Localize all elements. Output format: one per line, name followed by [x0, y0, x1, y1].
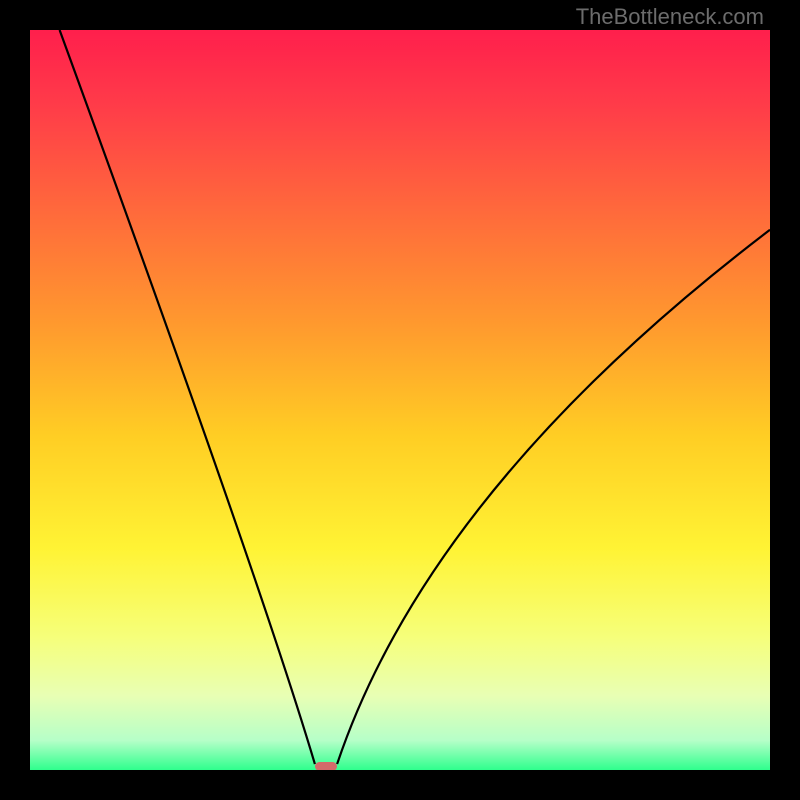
- optimal-marker: [315, 762, 337, 770]
- bottleneck-curve: [30, 30, 770, 770]
- curve-right-branch: [337, 230, 770, 764]
- watermark-label: TheBottleneck.com: [576, 4, 764, 30]
- plot-area: [30, 30, 770, 770]
- curve-left-branch: [60, 30, 315, 764]
